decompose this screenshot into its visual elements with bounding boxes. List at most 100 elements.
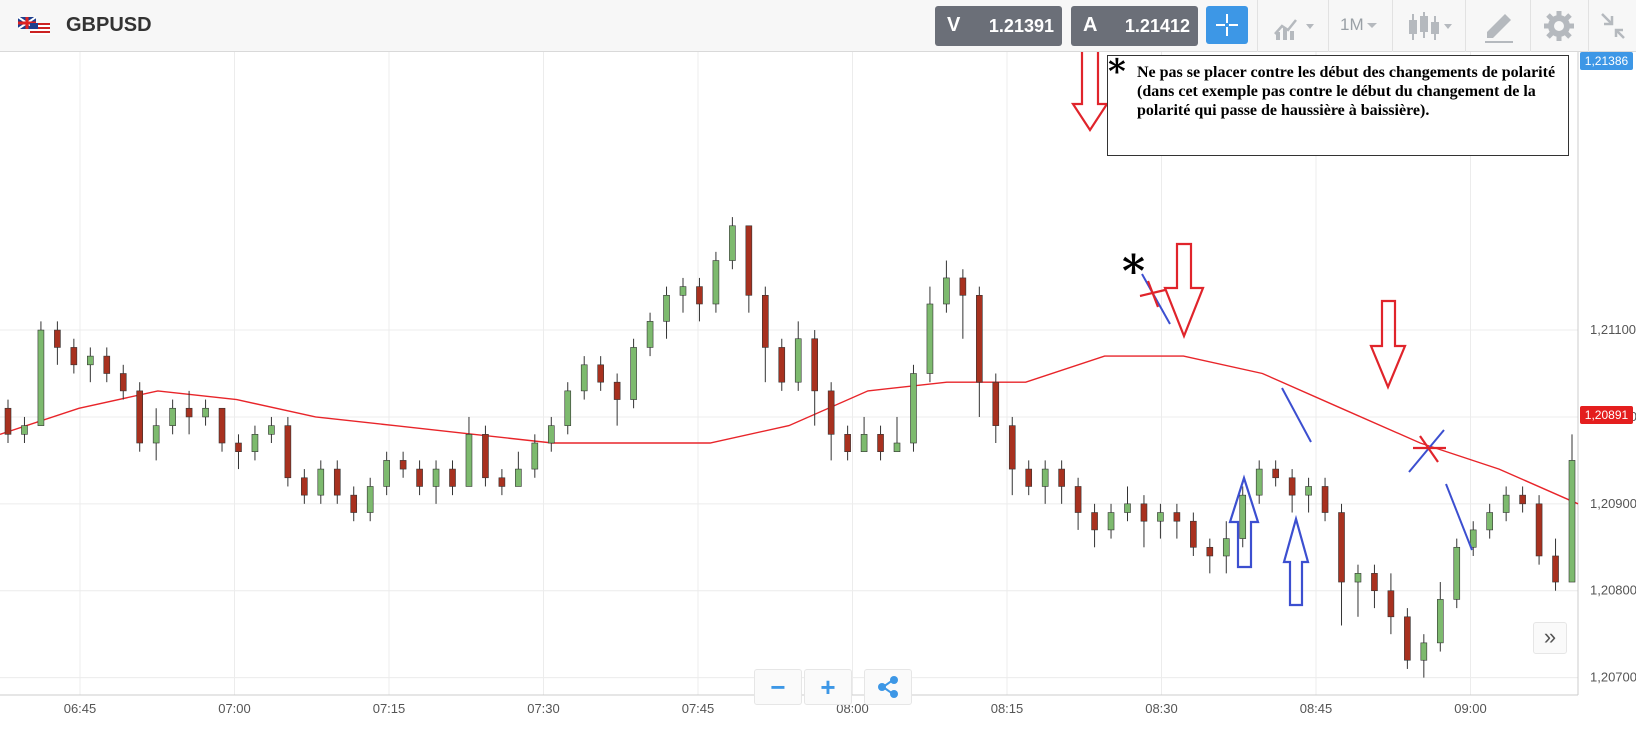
candle-body: [1140, 503, 1148, 522]
y-tick-label: 1,20800: [1590, 583, 1636, 598]
settings-button[interactable]: [1536, 6, 1582, 46]
candlestick-series: [4, 217, 1576, 678]
candles-button[interactable]: [1404, 6, 1456, 46]
red-down-arrow: [1070, 52, 1110, 133]
toolbar: GBPUSD V 1.21391 A 1.21412 1M: [0, 0, 1636, 52]
timeframe-selector[interactable]: 1M: [1340, 15, 1364, 34]
candle-body: [317, 468, 325, 496]
scroll-to-end-button[interactable]: »: [1533, 622, 1567, 654]
candle-body: [811, 338, 818, 392]
candle-body: [1305, 486, 1312, 496]
zoom-in-button[interactable]: +: [804, 669, 852, 705]
candle-body: [827, 390, 835, 435]
candle-body: [87, 355, 94, 366]
candle-body: [399, 460, 407, 470]
candle-body: [844, 434, 851, 453]
candle-body: [169, 407, 176, 426]
candle-body: [1091, 512, 1098, 531]
candle-body: [1255, 468, 1263, 496]
share-button[interactable]: [864, 669, 912, 705]
chevron-down-icon: [1367, 23, 1377, 28]
y-tick-label: 1,20900: [1590, 496, 1636, 511]
candle-body: [1535, 503, 1543, 557]
candle-body: [235, 442, 242, 453]
candle-body: [1321, 486, 1329, 513]
sell-button[interactable]: V 1.21391: [935, 6, 1062, 46]
red-down-arrow: [1163, 242, 1205, 339]
x-tick-label: 08:45: [1300, 701, 1333, 716]
candle-body: [1222, 538, 1230, 557]
current-bid-tag: 1,20891: [1580, 406, 1633, 424]
x-tick-label: 07:00: [218, 701, 251, 716]
candle-body: [893, 442, 901, 453]
candle-body: [119, 373, 127, 392]
candle-body: [1074, 486, 1082, 513]
candle-body: [547, 425, 555, 444]
candle-body: [778, 347, 786, 383]
candle-body: [580, 364, 588, 392]
candle-body: [383, 460, 390, 487]
x-axis: 06:45 07:00 07:15 07:30 07:45 08:00 08:15 08:30…: [64, 701, 1487, 716]
red-cross-marker: [1413, 435, 1446, 463]
candle-body: [597, 364, 604, 383]
candle-body: [926, 303, 934, 374]
candle-body: [1453, 546, 1461, 600]
annotation-text: Ne pas se placer contre les début des ch…: [1137, 64, 1556, 119]
candle-body: [1058, 468, 1065, 487]
candle-body: [794, 338, 802, 383]
candle-body: [564, 390, 572, 426]
candle-body: [910, 373, 917, 444]
candle-body: [745, 225, 753, 296]
collapse-button[interactable]: [1590, 6, 1634, 46]
candle-body: [416, 468, 423, 487]
zoom-controls: − +: [754, 669, 917, 705]
candle-body: [1025, 468, 1033, 487]
candle-body: [613, 381, 621, 400]
crosshair-button[interactable]: [1206, 6, 1248, 44]
zoom-out-button[interactable]: −: [754, 669, 802, 705]
x-tick-label: 06:45: [64, 701, 97, 716]
candle-body: [959, 277, 967, 296]
candle-body: [646, 321, 654, 348]
candle-body: [712, 260, 720, 305]
blue-trend-line: [1445, 483, 1473, 551]
candle-body: [465, 434, 473, 487]
candle-body: [202, 407, 209, 418]
candle-body: [1157, 512, 1164, 522]
candle-body: [531, 442, 539, 470]
chart-type-icon: [1274, 19, 1314, 40]
candle-body: [1436, 599, 1444, 644]
candle-body: [515, 468, 522, 487]
candle-body: [696, 286, 703, 305]
candle-body: [1502, 494, 1510, 513]
candle-body: [1173, 512, 1181, 522]
candle-body: [1124, 503, 1131, 513]
candle-body: [1469, 529, 1477, 548]
candle-body: [992, 381, 1000, 426]
candle-body: [630, 347, 637, 400]
gb-us-flag-icon: [18, 17, 50, 35]
candle-body: [432, 468, 440, 487]
settings-icon: [1544, 11, 1574, 41]
candle-body: [976, 294, 983, 383]
blue-trend-line: [1408, 429, 1445, 473]
chart-type-button[interactable]: [1270, 6, 1322, 46]
candle-body: [103, 355, 111, 374]
red-cross-marker: [1139, 280, 1166, 308]
candle-body: [1190, 520, 1197, 548]
candle-body: [268, 425, 275, 435]
red-down-arrow: [1369, 299, 1407, 390]
buy-button[interactable]: A 1.21412: [1071, 6, 1198, 46]
draw-button[interactable]: [1477, 6, 1521, 46]
candle-body: [1272, 468, 1279, 479]
draw-icon: [1485, 14, 1513, 43]
candle-body: [301, 477, 308, 496]
candle-body: [679, 286, 687, 296]
y-tick-label: 1,20700: [1590, 670, 1636, 685]
candle-body: [1239, 494, 1247, 539]
candles-icon: [1409, 12, 1452, 40]
candle-body: [1338, 512, 1345, 583]
